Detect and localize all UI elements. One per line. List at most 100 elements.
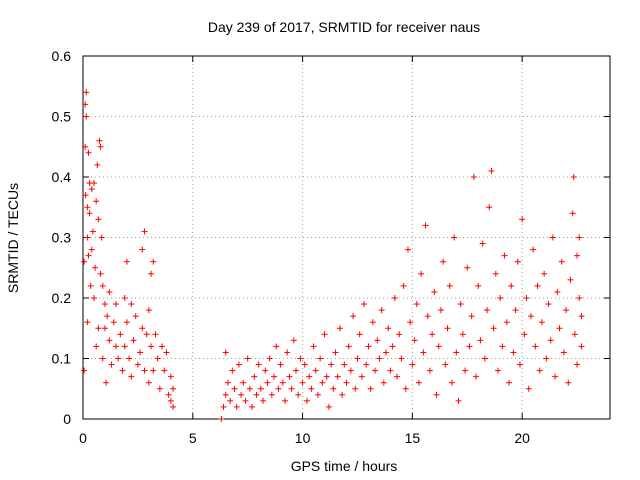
data-point: [576, 295, 583, 301]
data-point: [479, 240, 486, 247]
data-point: [492, 270, 499, 277]
data-point: [523, 295, 530, 301]
data-point: [141, 367, 148, 374]
data-point: [448, 379, 455, 386]
data-point: [541, 270, 548, 277]
data-point: [306, 373, 313, 380]
data-point: [233, 403, 240, 410]
data-point: [297, 355, 304, 362]
data-point: [446, 282, 453, 289]
data-point: [396, 331, 403, 338]
data-point: [466, 343, 473, 350]
data-point: [224, 379, 231, 386]
data-point: [117, 331, 124, 338]
data-point: [82, 192, 89, 199]
data-point: [411, 337, 418, 344]
data-point: [519, 216, 526, 223]
data-point: [556, 325, 563, 332]
data-point: [323, 373, 330, 380]
data-point: [83, 89, 90, 96]
data-point: [222, 349, 229, 356]
x-tick-label: 15: [405, 430, 421, 446]
data-point: [229, 367, 236, 374]
data-point: [292, 367, 299, 374]
data-point: [170, 403, 177, 410]
data-point: [560, 349, 567, 356]
data-point: [87, 282, 94, 289]
data-point: [93, 198, 100, 205]
data-point: [156, 385, 163, 392]
data-point: [134, 361, 141, 368]
data-point: [470, 174, 477, 180]
data-point: [308, 385, 315, 392]
data-point: [257, 385, 264, 392]
data-point: [418, 270, 425, 277]
data-point: [284, 349, 291, 356]
data-point: [139, 325, 146, 332]
data-point: [464, 264, 471, 271]
data-point: [123, 319, 130, 326]
data-point: [347, 367, 354, 374]
data-point: [244, 355, 251, 362]
data-point: [137, 349, 144, 356]
data-point: [145, 307, 152, 314]
data-point: [481, 355, 488, 362]
data-point: [462, 367, 469, 374]
data-point: [159, 343, 166, 350]
data-point: [121, 295, 128, 301]
data-point: [558, 258, 565, 265]
data-point: [85, 252, 92, 259]
data-point: [552, 373, 559, 380]
data-point: [516, 361, 523, 368]
data-point: [82, 143, 89, 150]
data-point: [321, 331, 328, 338]
data-point: [103, 379, 110, 386]
data-point: [334, 373, 341, 380]
data-point: [101, 325, 108, 332]
data-point: [477, 337, 484, 344]
data-point: [115, 355, 122, 362]
x-tick-label: 5: [189, 430, 197, 446]
data-point: [90, 180, 97, 187]
data-point: [339, 391, 346, 398]
axis-ticks: 0 0.1 0.2 0.3 0.4 0.5 0.6 0 5 10 15 20: [52, 48, 610, 446]
data-point: [570, 174, 577, 180]
data-point: [328, 361, 335, 368]
data-point: [110, 319, 117, 326]
y-tick-label: 0.5: [52, 109, 72, 125]
data-point: [369, 319, 376, 326]
data-point: [121, 343, 128, 350]
data-point: [501, 252, 508, 259]
data-point: [141, 228, 148, 235]
data-point: [576, 234, 583, 241]
data-point: [273, 343, 280, 350]
data-point: [90, 295, 97, 301]
data-point: [126, 355, 133, 362]
data-point: [299, 379, 306, 386]
data-point: [282, 397, 289, 404]
data-point: [130, 337, 137, 344]
data-point: [361, 301, 368, 308]
data-point: [312, 367, 319, 374]
data-point: [325, 403, 332, 410]
data-point: [152, 331, 159, 338]
data-point: [363, 361, 370, 368]
data-point: [242, 397, 249, 404]
data-point: [391, 295, 398, 301]
data-point: [532, 343, 539, 350]
data-point: [218, 416, 225, 422]
data-point: [341, 361, 348, 368]
data-point: [503, 319, 510, 326]
data-point: [404, 246, 411, 253]
data-point: [81, 258, 88, 265]
data-point: [288, 385, 295, 392]
y-tick-label: 0.4: [52, 169, 72, 185]
data-point: [95, 325, 102, 332]
data-point: [409, 361, 416, 368]
data-point: [354, 355, 361, 362]
data-point: [332, 349, 339, 356]
chart-title: Day 239 of 2017, SRMTID for receiver nau…: [208, 19, 480, 35]
data-point: [547, 337, 554, 344]
data-point: [422, 222, 429, 229]
